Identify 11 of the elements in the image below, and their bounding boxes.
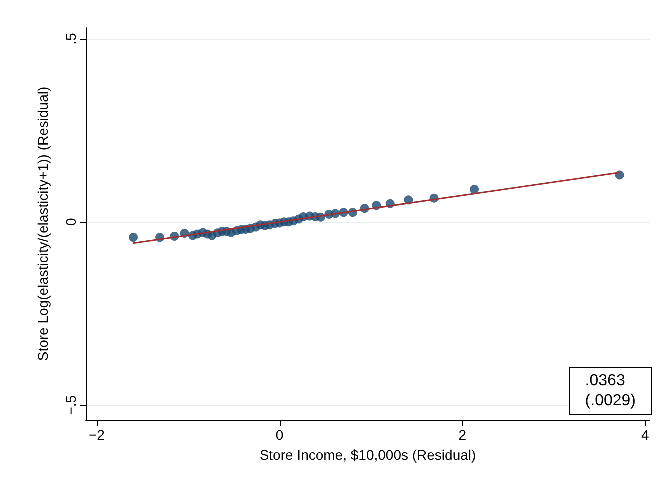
y-tick-label: 0 <box>63 218 79 226</box>
annotation: (.0029) <box>585 392 636 410</box>
y-tick-label: −.5 <box>63 395 79 416</box>
x-tick-label: 4 <box>642 427 650 443</box>
x-tick-label: 0 <box>276 427 284 443</box>
y-axis-title: Store Log(elasticity/(elasticity+1)) (Residual) <box>35 86 51 362</box>
x-tick-label: −2 <box>88 427 106 443</box>
y-tick-label: .5 <box>63 32 79 45</box>
annotation: .0363 <box>585 372 626 390</box>
x-axis-title: Store Income, $10,000s (Residual) <box>260 447 476 463</box>
x-tick-label: 2 <box>458 427 467 443</box>
